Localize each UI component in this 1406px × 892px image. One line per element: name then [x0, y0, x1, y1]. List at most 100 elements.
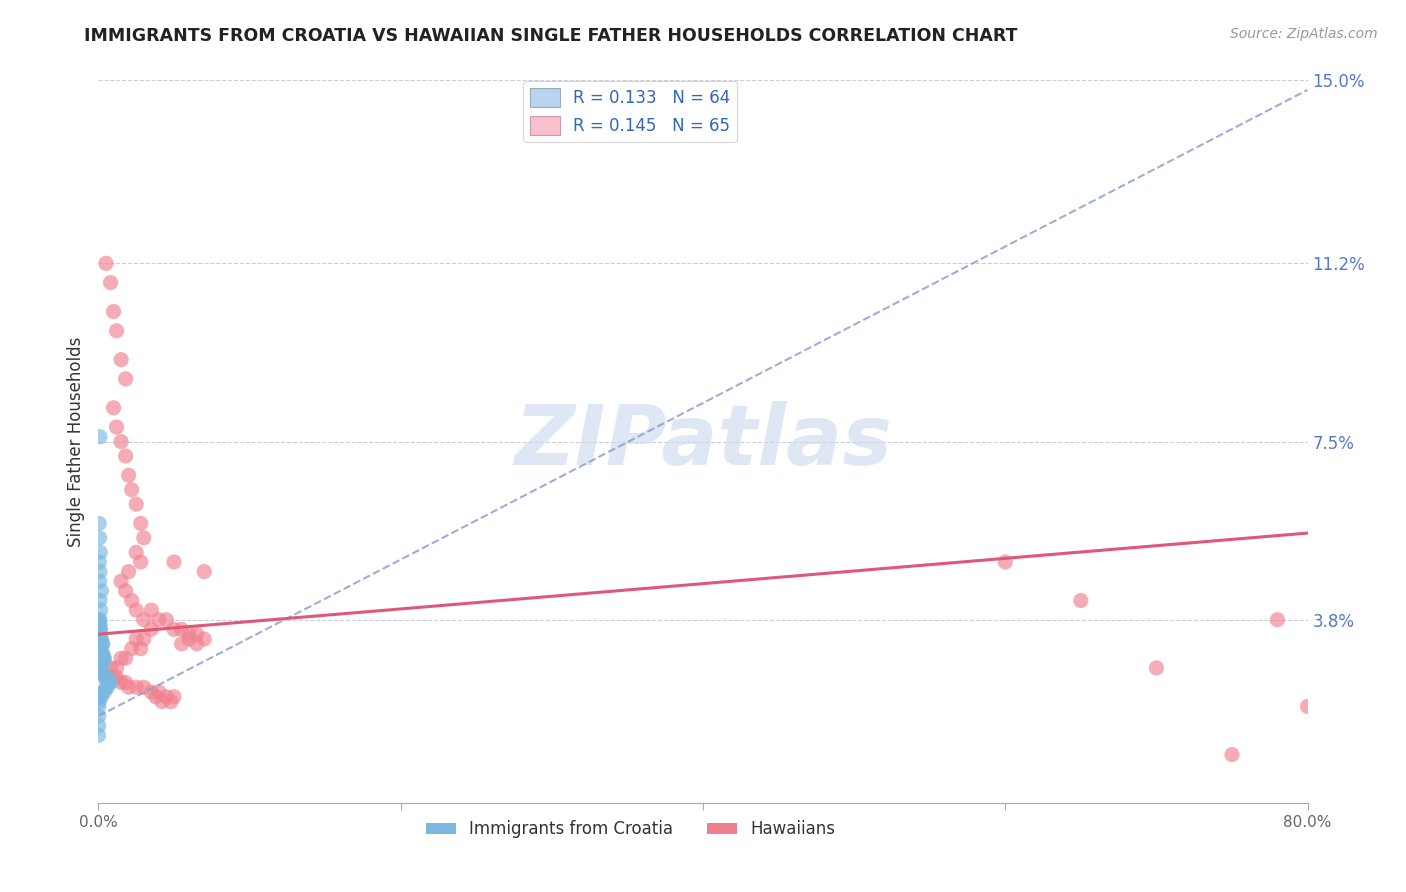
Point [141, 623, 163, 637]
Point [105, 661, 128, 675]
Point [114, 675, 136, 690]
Point [125, 680, 148, 694]
Point [89, 565, 111, 579]
Point [89, 647, 111, 661]
Point [89, 613, 111, 627]
Point [125, 545, 148, 559]
Point [89, 641, 111, 656]
Point [93, 651, 115, 665]
Text: Source: ZipAtlas.com: Source: ZipAtlas.com [1230, 27, 1378, 41]
Point [121, 483, 143, 497]
Point [91, 637, 114, 651]
Point [89, 593, 111, 607]
Point [132, 613, 155, 627]
Point [89, 623, 111, 637]
Point [89, 516, 111, 531]
Point [155, 690, 177, 704]
Point [91, 651, 114, 665]
Point [87, 699, 110, 714]
Point [114, 583, 136, 598]
Point [110, 675, 132, 690]
Point [118, 680, 141, 694]
Point [89, 531, 111, 545]
Point [94, 256, 117, 270]
Point [186, 637, 208, 651]
Point [1267, 613, 1289, 627]
Point [87, 719, 110, 733]
Y-axis label: Single Father Households: Single Father Households [66, 336, 84, 547]
Point [103, 671, 125, 685]
Point [1220, 747, 1243, 762]
Point [163, 623, 186, 637]
Point [121, 593, 143, 607]
Point [110, 434, 132, 449]
Point [89, 430, 111, 444]
Point [90, 623, 112, 637]
Point [96, 680, 118, 694]
Point [90, 656, 112, 670]
Point [89, 617, 111, 632]
Point [125, 497, 148, 511]
Point [90, 665, 112, 680]
Point [1070, 593, 1092, 607]
Point [89, 555, 111, 569]
Point [89, 695, 111, 709]
Point [163, 555, 186, 569]
Point [90, 632, 112, 646]
Point [89, 613, 111, 627]
Point [148, 613, 170, 627]
Point [89, 661, 111, 675]
Point [89, 656, 111, 670]
Point [89, 632, 111, 646]
Point [1144, 661, 1167, 675]
Point [155, 613, 177, 627]
Point [89, 545, 111, 559]
Point [118, 565, 141, 579]
Point [94, 671, 117, 685]
Point [114, 449, 136, 463]
Point [129, 641, 152, 656]
Point [121, 641, 143, 656]
Point [110, 352, 132, 367]
Point [89, 574, 111, 589]
Point [100, 661, 122, 675]
Point [90, 632, 112, 646]
Point [179, 632, 201, 646]
Point [141, 603, 163, 617]
Point [105, 420, 128, 434]
Point [89, 641, 111, 656]
Point [87, 661, 110, 675]
Point [110, 651, 132, 665]
Point [90, 603, 112, 617]
Point [91, 665, 114, 680]
Point [132, 680, 155, 694]
Point [89, 627, 111, 641]
Point [90, 637, 112, 651]
Point [145, 690, 167, 704]
Point [90, 647, 112, 661]
Point [89, 617, 111, 632]
Point [103, 304, 125, 318]
Point [90, 583, 112, 598]
Point [100, 276, 122, 290]
Point [90, 665, 112, 680]
Point [90, 641, 112, 656]
Point [89, 661, 111, 675]
Point [91, 647, 114, 661]
Point [129, 555, 152, 569]
Point [89, 641, 111, 656]
Point [98, 675, 121, 690]
Text: ZIPatlas: ZIPatlas [515, 401, 891, 482]
Point [193, 565, 215, 579]
Point [1296, 699, 1319, 714]
Point [125, 603, 148, 617]
Point [170, 637, 193, 651]
Point [132, 632, 155, 646]
Point [90, 690, 112, 704]
Point [186, 627, 208, 641]
Point [110, 574, 132, 589]
Point [105, 671, 128, 685]
Point [89, 690, 111, 704]
Point [90, 656, 112, 670]
Point [129, 516, 152, 531]
